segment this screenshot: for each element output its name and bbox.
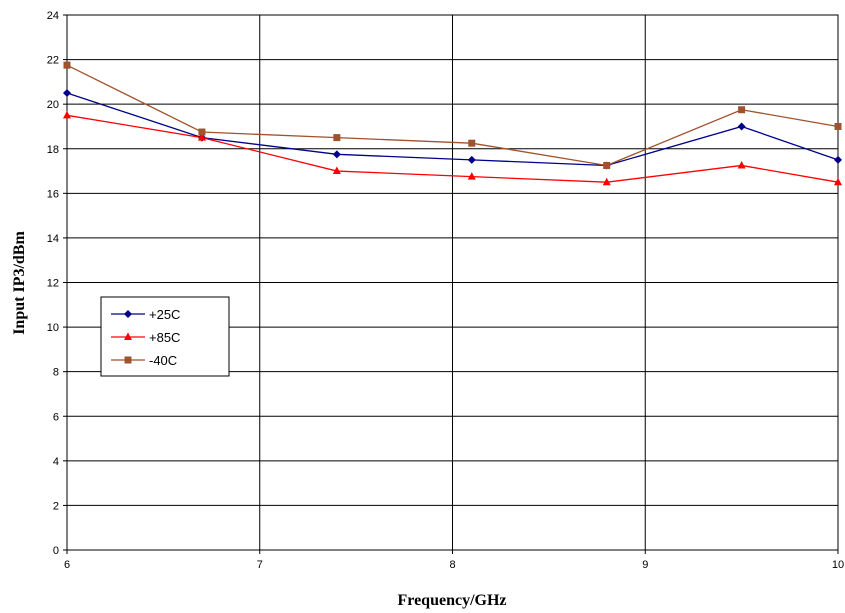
y-tick-label: 0	[53, 545, 59, 557]
x-tick-label: 10	[832, 559, 844, 571]
x-tick-label: 6	[64, 559, 70, 571]
y-tick-label: 10	[47, 322, 59, 334]
data-point	[737, 122, 746, 131]
y-tick-label: 16	[47, 188, 59, 200]
legend-marker	[124, 310, 132, 318]
series-lines	[63, 61, 842, 186]
data-point	[834, 122, 842, 130]
data-point	[834, 177, 842, 186]
y-tick-label: 22	[47, 55, 59, 67]
legend-entry: -40C	[111, 353, 177, 368]
data-point	[333, 134, 341, 142]
data-point	[468, 139, 476, 147]
y-tick-label: 14	[47, 233, 59, 245]
x-tick-label: 7	[257, 559, 263, 571]
data-point	[332, 150, 341, 159]
legend-marker	[124, 332, 132, 340]
legend-entry: +25C	[111, 307, 180, 322]
legend-items: +25C +85C -40C	[111, 307, 180, 368]
legend-label: -40C	[149, 353, 177, 368]
y-tick-label: 8	[53, 367, 59, 379]
legend: +25C +85C -40C	[100, 296, 230, 377]
data-point	[197, 133, 206, 141]
data-point	[63, 89, 71, 98]
legend-entry: +85C	[111, 330, 180, 345]
grid-lines	[67, 15, 838, 550]
data-point	[602, 177, 611, 186]
data-point	[603, 161, 611, 169]
x-tick-label: 9	[642, 559, 648, 571]
y-tick-label: 6	[53, 411, 59, 423]
x-tick-labels: 6 7 8 9 10	[64, 550, 844, 571]
series--40C	[63, 61, 842, 169]
x-tick-label: 8	[449, 559, 455, 571]
y-tick-label: 24	[47, 10, 59, 22]
y-axis-title: Input IP3/dBm	[11, 231, 28, 335]
legend-label: +25C	[149, 307, 180, 322]
y-tick-label: 2	[53, 500, 59, 512]
data-point	[467, 172, 476, 180]
data-point	[834, 155, 842, 164]
data-point	[198, 128, 206, 136]
data-point	[467, 155, 476, 164]
y-tick-label: 4	[53, 456, 59, 468]
data-point	[737, 160, 746, 169]
legend-label: +85C	[149, 330, 180, 345]
legend-marker	[124, 356, 132, 364]
y-tick-label: 18	[47, 144, 59, 156]
data-point	[63, 110, 71, 119]
series-+85C	[63, 110, 842, 186]
data-point	[738, 106, 746, 114]
x-axis-title: Frequency/GHz	[397, 592, 506, 609]
data-point	[332, 166, 341, 175]
y-tick-label: 20	[47, 99, 59, 111]
data-point	[63, 61, 71, 69]
y-tick-label: 12	[47, 278, 59, 290]
